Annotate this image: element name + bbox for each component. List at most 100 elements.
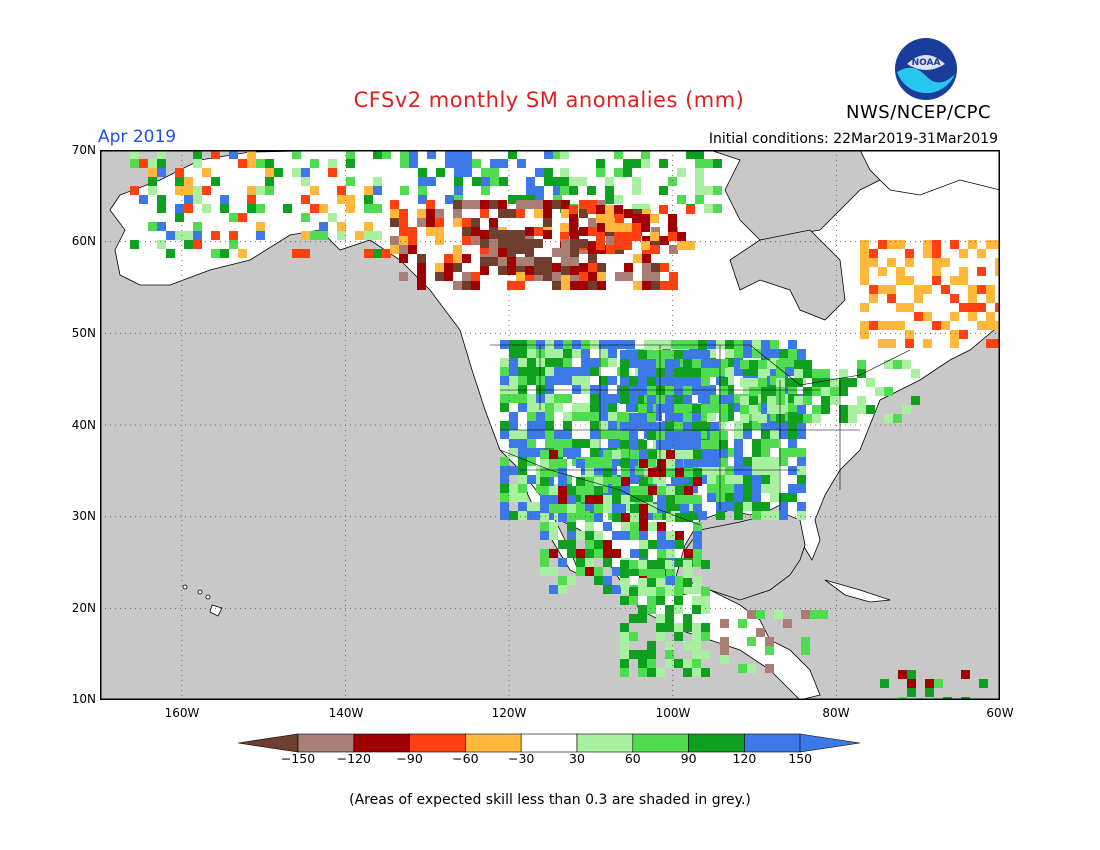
anomaly-cell [603,558,612,567]
anomaly-cell [594,495,603,504]
anomaly-cell [635,493,644,502]
anomaly-cell [508,195,517,204]
anomaly-cell [647,668,656,677]
anomaly-cell [543,257,552,266]
anomaly-cell [509,367,518,376]
anomaly-cell [693,558,702,567]
anomaly-cell [480,200,489,209]
anomaly-cell [490,177,499,186]
anomaly-cell [812,414,821,423]
anomaly-cell [597,263,606,272]
anomaly-cell [480,266,489,275]
logo-text: NOAA [912,58,941,68]
anomaly-cell [860,276,869,285]
anomaly-cell [665,404,674,413]
anomaly-cell [905,339,914,348]
anomaly-cell [498,209,507,218]
anomaly-cell [157,204,166,213]
anomaly-cell [549,450,558,459]
anomaly-cell [893,360,902,369]
anomaly-cell [692,632,701,641]
anomaly-cell [995,321,1000,330]
anomaly-cell [500,502,509,511]
anomaly-cell [740,360,749,369]
political-borders [490,344,911,526]
anomaly-cell [623,168,632,177]
anomaly-cell [801,610,810,619]
anomaly-cell [292,150,301,159]
anomaly-cell [707,340,716,349]
anomaly-cell [710,449,719,458]
anomaly-cell [615,218,624,227]
anomaly-cell [638,578,647,587]
anomaly-cell [500,421,509,430]
anomaly-cell [765,664,774,673]
anomaly-cell [684,450,693,459]
anomaly-cell [301,195,310,204]
anomaly-cell [752,457,761,466]
anomaly-cell [995,303,1000,312]
anomaly-cell [399,272,408,281]
anomaly-cell [686,241,695,250]
anomaly-cell [545,475,554,484]
anomaly-cell [720,646,729,655]
anomaly-cell [527,475,536,484]
anomaly-cell [130,186,139,195]
anomaly-cell [630,513,639,522]
anomaly-cell [570,257,579,266]
anomaly-cell [884,387,893,396]
anomaly-cell [693,531,702,540]
anomaly-cell [581,403,590,412]
anomaly-cell [310,231,319,240]
colorbar-tick-label: −60 [452,751,479,766]
anomaly-cell [665,614,674,623]
anomaly-cell [570,272,579,281]
anomaly-cell [427,177,436,186]
anomaly-cell [743,466,752,475]
anomaly-cell [579,281,588,290]
anomaly-cell [743,340,752,349]
anomaly-cell [166,231,175,240]
anomaly-cell [597,227,606,236]
anomaly-cell [779,502,788,511]
anomaly-cell [614,150,623,159]
anomaly-cell [693,468,702,477]
anomaly-cell [462,236,471,245]
anomaly-cell [518,340,527,349]
anomaly-cell [148,222,157,231]
anomaly-cell [666,459,675,468]
anomaly-cell [743,484,752,493]
anomaly-cell [752,439,761,448]
anomaly-cell [977,303,986,312]
anomaly-cell [651,272,660,281]
anomaly-cell [543,272,552,281]
anomaly-cell [620,368,629,377]
anomaly-cell [803,369,812,378]
anomaly-cell [656,395,665,404]
anomaly-cell [445,195,454,204]
anomaly-cell [629,650,638,659]
anomaly-cell [770,484,779,493]
anomaly-cell [719,440,728,449]
anomaly-cell [590,385,599,394]
anomaly-cell [830,378,839,387]
anomaly-cell [527,358,536,367]
anomaly-cell [666,495,675,504]
anomaly-cell [675,450,684,459]
anomaly-cell [535,195,544,204]
anomaly-cell [776,387,785,396]
anomaly-cell [749,360,758,369]
anomaly-cell [878,285,887,294]
anomaly-cell [779,421,788,430]
anomaly-cell [536,403,545,412]
anomaly-cell [684,585,693,594]
lat-label-10n: 10N [71,692,96,706]
anomaly-cell [662,502,671,511]
anomaly-cell [677,232,686,241]
anomaly-cell [516,239,525,248]
anomaly-cell [695,150,704,159]
anomaly-cell [647,431,656,440]
anomaly-cell [499,159,508,168]
anomaly-cell [887,258,896,267]
anomaly-cell [585,522,594,531]
